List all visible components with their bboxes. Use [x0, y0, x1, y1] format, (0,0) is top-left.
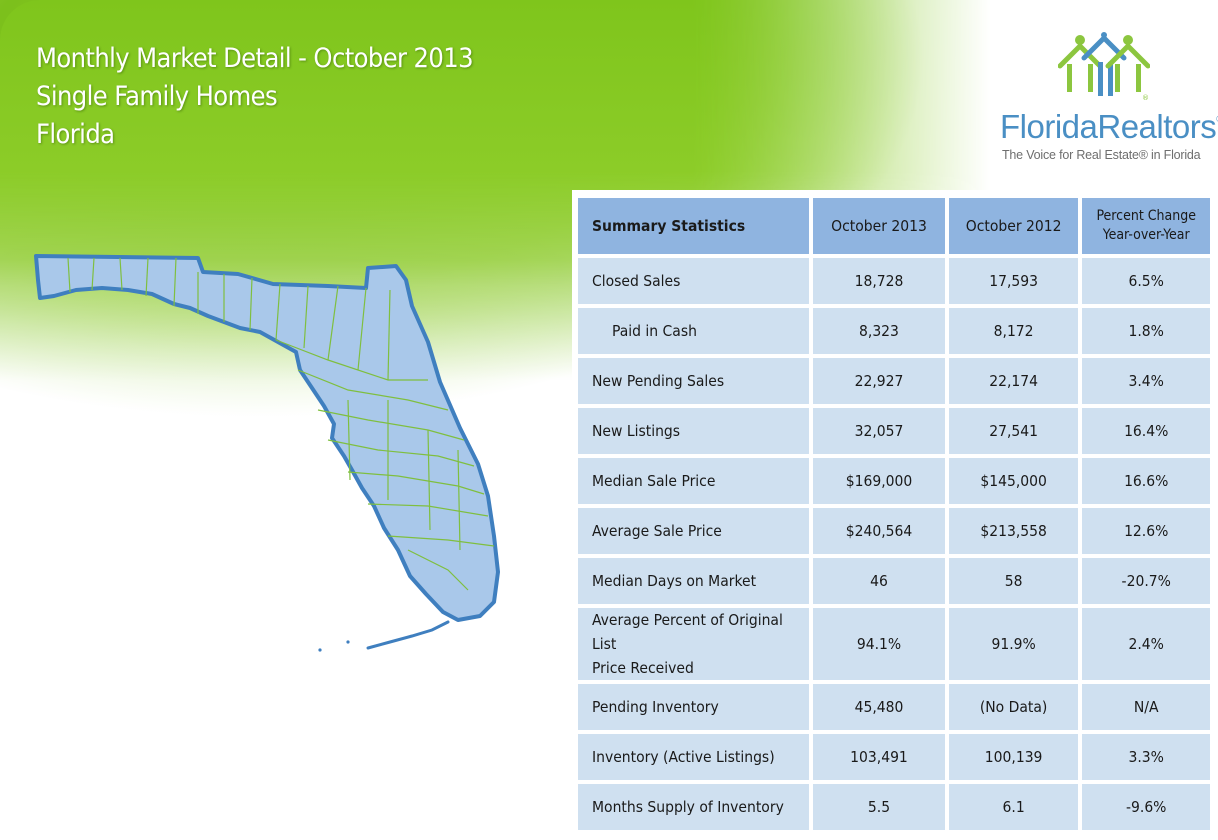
table-header-row: Summary Statistics October 2013 October … [578, 198, 1210, 254]
row-label: New Pending Sales [578, 358, 810, 404]
region-label: Florida [36, 119, 115, 150]
svg-text:®: ® [1142, 94, 1149, 102]
value-change: 3.4% [1082, 358, 1210, 404]
value-oct-2013: 103,491 [813, 734, 945, 780]
value-change: N/A [1082, 684, 1210, 730]
table-row: Paid in Cash 8,323 8,172 1.8% [578, 308, 1210, 354]
value-oct-2013: 32,057 [813, 408, 945, 454]
value-oct-2013: 46 [813, 558, 945, 604]
row-label: Median Days on Market [578, 558, 810, 604]
value-oct-2012: 17,593 [948, 258, 1079, 304]
value-oct-2013: 18,728 [813, 258, 945, 304]
value-change: 6.5% [1082, 258, 1210, 304]
value-oct-2012: 91.9% [948, 608, 1079, 680]
logo-wordmark: FloridaRealtors® [1000, 108, 1218, 145]
table-row: Inventory (Active Listings) 103,491 100,… [578, 734, 1210, 780]
page-subtitle: Single Family Homes [36, 81, 278, 112]
value-oct-2012: 27,541 [948, 408, 1079, 454]
row-label: Pending Inventory [578, 684, 810, 730]
table-row: Months Supply of Inventory 5.5 6.1 -9.6% [578, 784, 1210, 830]
value-oct-2013: 45,480 [813, 684, 945, 730]
value-oct-2013: 8,323 [813, 308, 945, 354]
value-change: -9.6% [1082, 784, 1210, 830]
value-oct-2013: 22,927 [813, 358, 945, 404]
florida-realtors-logo: ® FloridaRealtors® The Voice for Real Es… [1000, 32, 1218, 172]
table-row: Closed Sales 18,728 17,593 6.5% [578, 258, 1210, 304]
table-row: New Pending Sales 22,927 22,174 3.4% [578, 358, 1210, 404]
value-oct-2013: $240,564 [813, 508, 945, 554]
row-label: Inventory (Active Listings) [578, 734, 810, 780]
value-change: 16.4% [1082, 408, 1210, 454]
row-label: Average Sale Price [578, 508, 810, 554]
value-oct-2013: 94.1% [813, 608, 945, 680]
row-label: Paid in Cash [578, 308, 810, 354]
logo-tagline: The Voice for Real Estate® in Florida [1002, 148, 1201, 162]
value-change: 1.8% [1082, 308, 1210, 354]
row-label: Median Sale Price [578, 458, 810, 504]
value-change: 16.6% [1082, 458, 1210, 504]
value-change: -20.7% [1082, 558, 1210, 604]
table-row: New Listings 32,057 27,541 16.4% [578, 408, 1210, 454]
row-label: New Listings [578, 408, 810, 454]
summary-table-panel: Summary Statistics October 2013 October … [572, 190, 1214, 830]
row-label: Average Percent of Original List Price Re… [578, 608, 810, 680]
value-oct-2013: $169,000 [813, 458, 945, 504]
florida-county-map-icon [34, 254, 500, 652]
header-percent-change: Percent Change Year-over-Year [1082, 198, 1210, 254]
value-oct-2012: 8,172 [948, 308, 1079, 354]
value-change: 2.4% [1082, 608, 1210, 680]
title-block: Monthly Market Detail - October 2013 Sin… [36, 40, 474, 154]
value-oct-2012: 58 [948, 558, 1079, 604]
value-oct-2012: 6.1 [948, 784, 1079, 830]
page-title: Monthly Market Detail - October 2013 [36, 43, 474, 74]
value-oct-2012: 22,174 [948, 358, 1079, 404]
value-oct-2012: 100,139 [948, 734, 1079, 780]
summary-statistics-table: Summary Statistics October 2013 October … [574, 194, 1214, 834]
table-row: Average Sale Price $240,564 $213,558 12.… [578, 508, 1210, 554]
value-oct-2012: $145,000 [948, 458, 1079, 504]
header-october-2013: October 2013 [813, 198, 945, 254]
table-row: Average Percent of Original List Price Re… [578, 608, 1210, 680]
value-change: 12.6% [1082, 508, 1210, 554]
table-row: Median Days on Market 46 58 -20.7% [578, 558, 1210, 604]
header-october-2012: October 2012 [948, 198, 1079, 254]
row-label: Months Supply of Inventory [578, 784, 810, 830]
value-oct-2012: (No Data) [948, 684, 1079, 730]
table-row: Median Sale Price $169,000 $145,000 16.6… [578, 458, 1210, 504]
row-label: Closed Sales [578, 258, 810, 304]
value-change: 3.3% [1082, 734, 1210, 780]
table-row: Pending Inventory 45,480 (No Data) N/A [578, 684, 1210, 730]
value-oct-2012: $213,558 [948, 508, 1079, 554]
value-oct-2013: 5.5 [813, 784, 945, 830]
houses-people-logo-icon: ® [1058, 32, 1150, 102]
header-summary-statistics: Summary Statistics [578, 198, 810, 254]
